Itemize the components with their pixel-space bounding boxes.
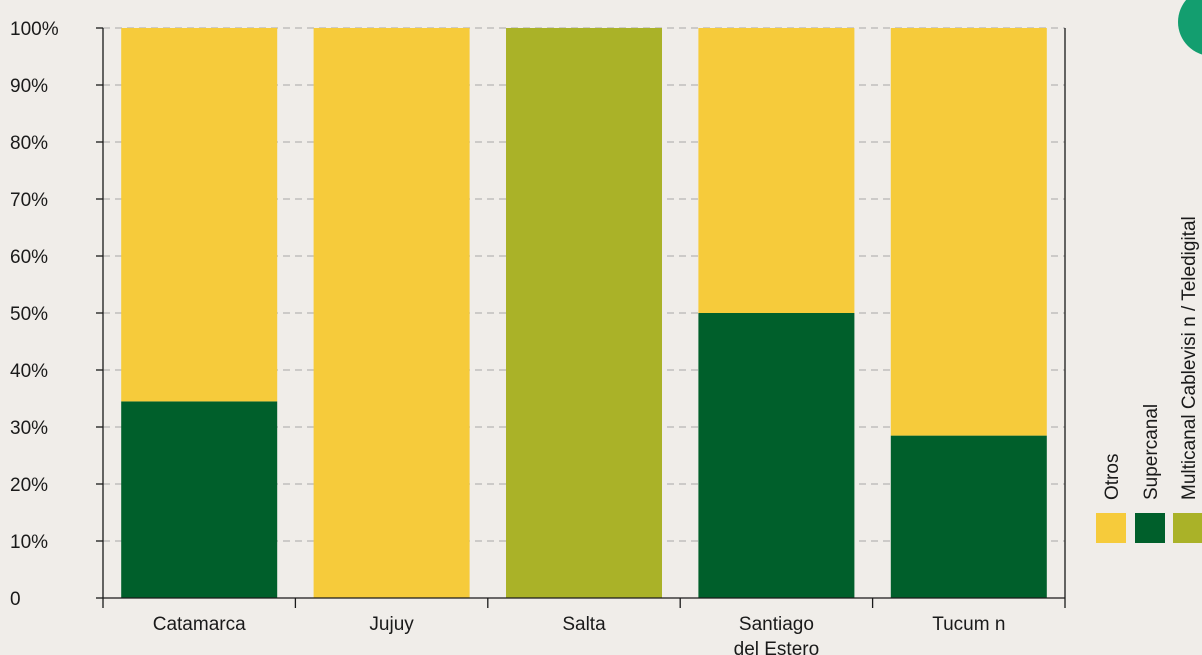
x-category-label: Jujuy	[369, 614, 414, 635]
legend: Otros Supercanal Multicanal Cablevisi n / …	[1096, 216, 1202, 543]
y-tick-label: 0	[10, 589, 21, 610]
legend-label: Otros	[1102, 454, 1123, 500]
y-axis-ticks: 0 10% 20% 30% 40% 50% 60% 70% 80% 90% 100%	[10, 19, 103, 610]
legend-swatch	[1173, 513, 1202, 543]
bar-segment	[698, 313, 855, 598]
bar-segment	[698, 28, 855, 313]
y-tick-label: 30%	[10, 418, 48, 439]
x-category-label: Salta	[562, 614, 606, 635]
bars	[121, 28, 1047, 598]
x-category-label: Tucum n	[932, 614, 1005, 635]
x-category-label: Santiago del Estero	[734, 614, 820, 655]
corner-badge	[1178, 0, 1202, 55]
bar-segment	[121, 401, 278, 598]
y-tick-label: 20%	[10, 475, 48, 496]
bar-segment	[506, 28, 662, 598]
y-tick-label: 10%	[10, 532, 48, 553]
bar-segment	[890, 28, 1047, 436]
y-tick-label: 80%	[10, 133, 48, 154]
y-tick-label: 50%	[10, 304, 48, 325]
x-category-label: Catamarca	[153, 614, 246, 635]
legend-label: Multicanal Cablevisi n / Teledigital	[1179, 216, 1200, 500]
bar-segment	[121, 28, 278, 402]
legend-swatch	[1135, 513, 1165, 543]
y-tick-label: 100%	[10, 19, 59, 40]
bar-segment	[313, 28, 470, 598]
bar-segment	[890, 435, 1047, 598]
legend-label: Supercanal	[1141, 404, 1162, 500]
y-tick-label: 70%	[10, 190, 48, 211]
y-tick-label: 90%	[10, 76, 48, 97]
y-tick-label: 40%	[10, 361, 48, 382]
y-tick-label: 60%	[10, 247, 48, 268]
legend-swatch	[1096, 513, 1126, 543]
x-axis-ticks: Catamarca Jujuy Salta Santiago del Estero Tuc…	[102, 598, 1066, 655]
